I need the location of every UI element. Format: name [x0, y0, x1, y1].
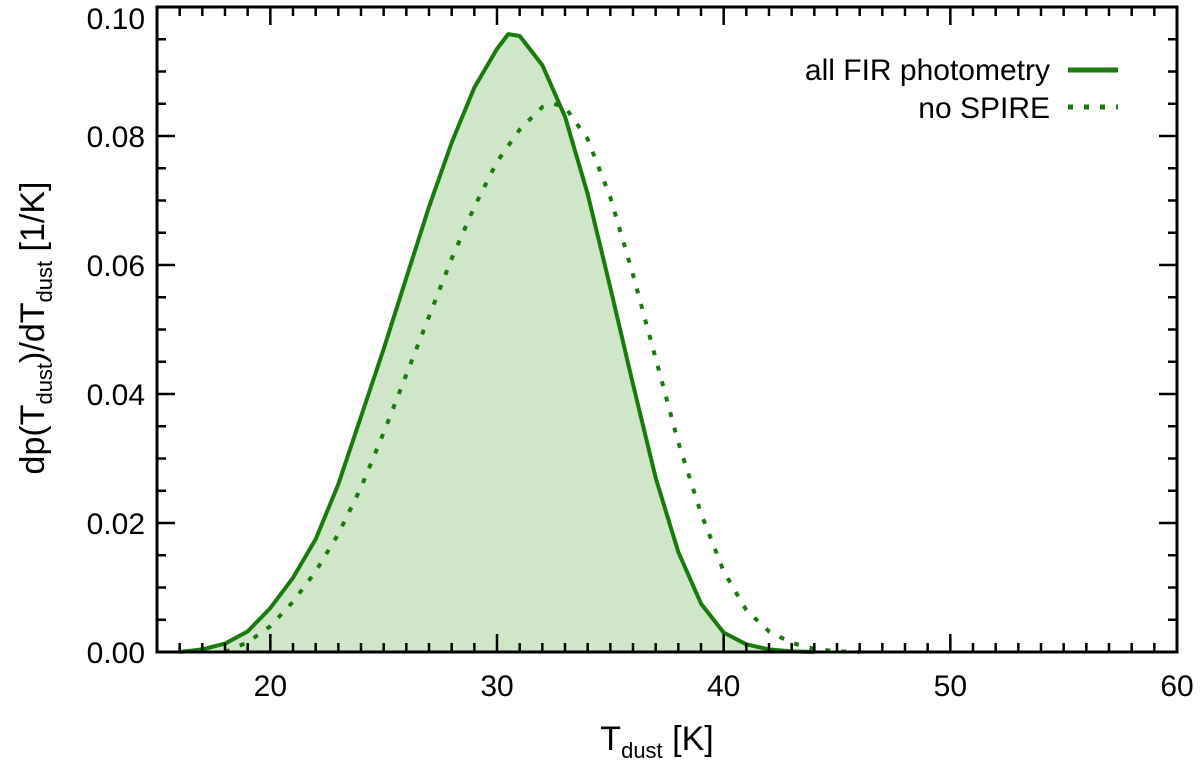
y-tick-label: 0.00 [87, 637, 145, 670]
y-tick-label: 0.04 [87, 379, 145, 412]
series-line-1 [224, 101, 860, 654]
x-tick-label: 50 [934, 670, 967, 703]
y-axis-title: dp(Tdust)/dTdust [1/K] [14, 182, 57, 475]
plot-area [179, 32, 860, 654]
x-tick-label: 30 [480, 670, 513, 703]
tick-labels: 20 30 40 50 60 0.00 0.02 0.04 0.06 0.08 0.10 [87, 3, 1194, 703]
y-tick-label: 0.10 [87, 3, 145, 36]
legend-label-no-spire: no SPIRE [918, 92, 1050, 125]
y-tick-label: 0.06 [87, 250, 145, 283]
legend: all FIR photometry no SPIRE [805, 54, 1118, 125]
y-tick-label: 0.02 [87, 508, 145, 541]
legend-label-all-fir: all FIR photometry [805, 54, 1050, 87]
y-tick-label: 0.08 [87, 121, 145, 154]
x-tick-label: 40 [707, 670, 740, 703]
x-tick-label: 20 [254, 670, 287, 703]
x-axis-title: Tdust [K] [600, 720, 713, 762]
x-tick-label: 60 [1160, 670, 1193, 703]
series-fill-0 [179, 34, 815, 653]
axis-ticks [155, 5, 1179, 654]
series-line-0 [179, 32, 815, 654]
